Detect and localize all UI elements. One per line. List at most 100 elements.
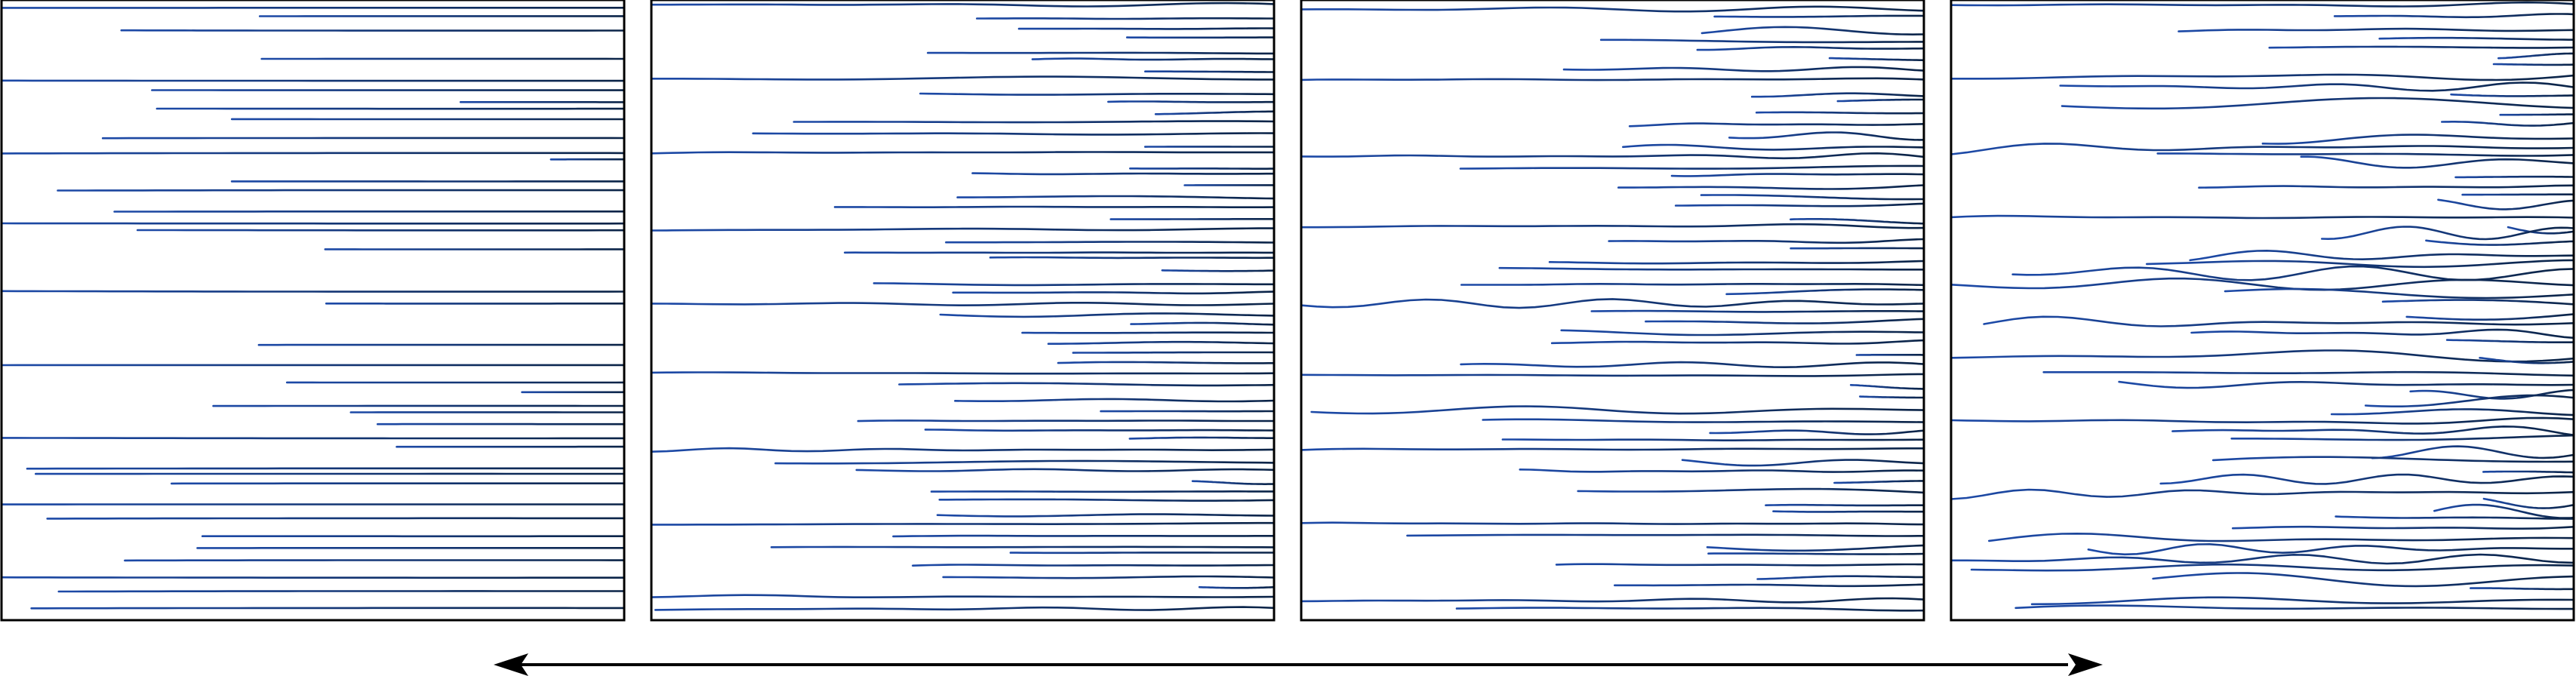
streamline [2159,473,2574,485]
streamline [1951,73,2574,81]
streamline [1562,66,1924,72]
streamline [2011,265,2574,281]
panel-1-frame [0,0,626,622]
streamline [2445,339,2574,343]
streamline [1608,238,1924,244]
streamline [930,490,1274,493]
streamline [2231,525,2574,530]
streamline [1482,418,1924,423]
streamline [1501,438,1924,441]
streamline [1301,521,1924,526]
streamline [956,195,1274,200]
streamline [1519,469,1924,473]
panel-3-streamlines [1301,5,1924,612]
streamline [1406,533,1924,537]
streamline [1859,395,1924,399]
panels-group [0,0,2575,622]
streamline [1047,340,1274,345]
streamline [2,576,624,579]
streamline [954,398,1274,403]
streamline [2087,543,2574,556]
streamline [1072,351,1274,354]
panel-2-streamlines [651,2,1274,611]
streamline [2042,370,2574,377]
streamline [873,282,1274,287]
streamline [1700,194,1924,201]
streamline [1460,283,1924,287]
streamline [2156,152,2574,157]
streamline [2381,299,2574,306]
streamline [2479,357,2574,364]
streamline [919,92,1274,96]
streamline [1951,416,2574,425]
streamline [2378,36,2574,41]
streamline [1301,5,1924,13]
streamline [1951,143,2574,155]
streamline [1128,436,1274,440]
streamline [30,607,624,610]
streamline [2177,27,2574,32]
streamline [2492,63,2574,66]
streamline [651,594,1274,598]
streamline [936,513,1274,518]
streamline [2371,445,2574,459]
streamline [1301,597,1924,604]
streamline [2230,434,2574,441]
streamline [1617,184,1924,190]
streamline [1725,288,1924,296]
panel-4-frame [1950,0,2575,622]
streamline [1951,349,2574,363]
streamline [1548,260,1924,265]
streamline [1951,1,2574,8]
streamline [1498,266,1924,271]
streamline [651,151,1274,155]
streamline [1713,14,1924,18]
streamline [1696,46,1924,51]
streamline [976,17,1274,20]
streamline [651,521,1274,526]
streamline [2261,134,2574,145]
streamline [1970,563,2574,572]
streamline [1622,143,1924,151]
streamline [1681,459,1924,467]
streamline [1951,277,2574,291]
streamline [2211,456,2574,463]
streamline [989,256,1274,260]
streamline [1709,429,1924,435]
streamline [2030,596,2574,606]
panel-3-frame [1300,0,1925,622]
panel-4 [1950,0,2575,622]
streamline [1700,26,1924,35]
streamline [2118,380,2574,389]
streamline [2198,184,2574,189]
streamline [1198,585,1274,589]
arrow-head-left [494,653,528,676]
streamline [651,447,1274,453]
streamline [1951,553,2574,565]
streamline [2,152,624,155]
streamline [1728,131,1924,141]
streamline [1645,318,1924,324]
streamline [1301,152,1924,160]
streamline [952,290,1274,295]
streamline [945,241,1274,244]
streamline [2470,587,2574,591]
streamline [2146,259,2574,269]
streamline [1590,309,1924,313]
panel-3 [1300,0,1925,622]
streamline [942,575,1274,579]
streamline [1555,563,1924,567]
streamline [1755,111,1924,115]
panel-2-frame [650,0,1276,622]
streamline [1031,57,1274,61]
streamline [651,371,1274,375]
streamline [2333,13,2574,19]
streamline [651,2,1274,8]
streamline [2190,328,2574,340]
streamline [1459,164,1924,170]
streamline [774,459,1274,465]
streamline [1951,488,2574,500]
streamline [938,498,1274,502]
streamline [2171,426,2574,436]
streamline [1577,487,1924,494]
